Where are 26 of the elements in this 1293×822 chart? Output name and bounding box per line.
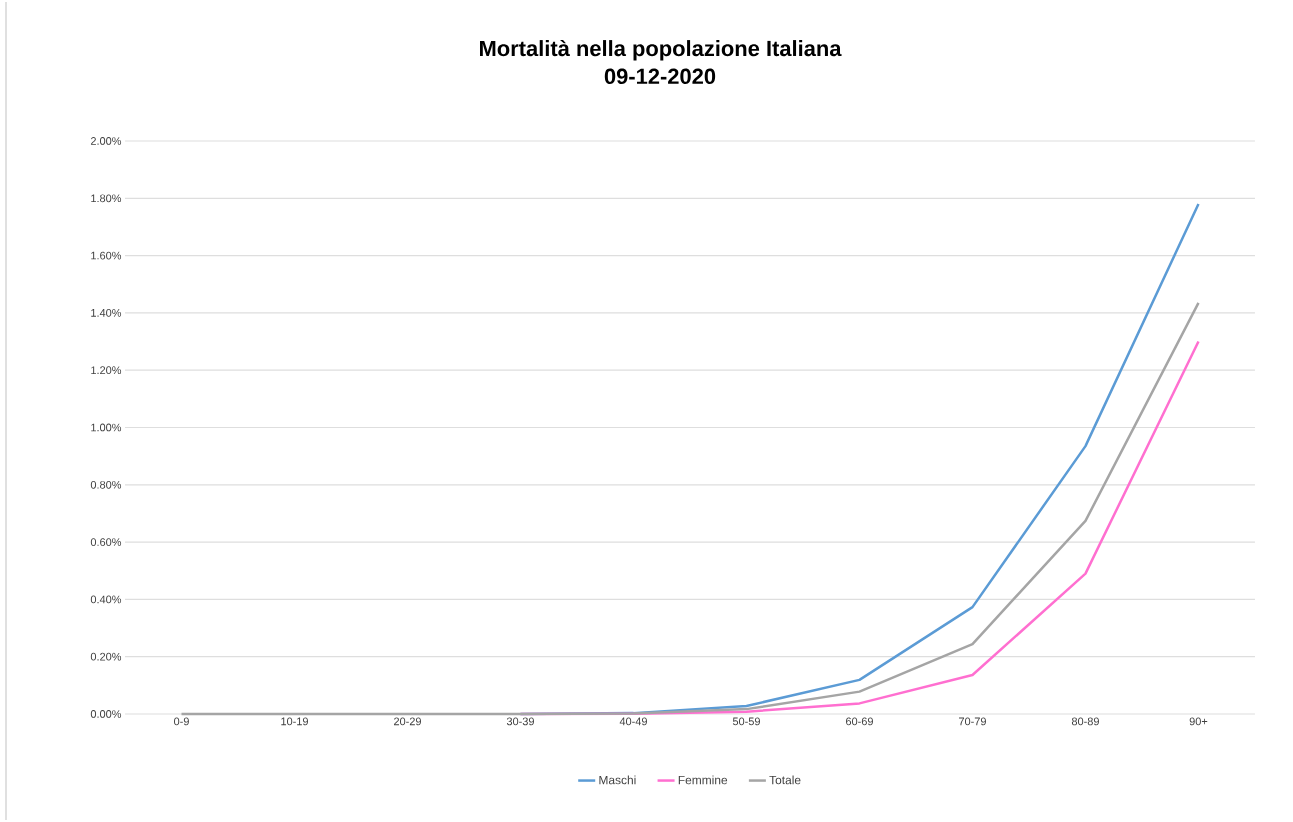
- y-tick-label: 1.40%: [91, 309, 122, 317]
- x-tick-label: 20-29: [394, 717, 421, 726]
- y-tick-label: 1.80%: [91, 194, 122, 203]
- y-tick-label: 1.60%: [91, 251, 122, 260]
- chart-subtitle: 09-12-2020: [604, 68, 716, 85]
- x-tick-label: 40-49: [619, 717, 647, 726]
- x-tick-label: 90+: [1189, 717, 1208, 726]
- y-tick-label: 1.00%: [91, 423, 122, 432]
- y-tick-label: 0.60%: [90, 538, 122, 546]
- x-tick-label: 80-89: [1071, 717, 1099, 726]
- x-tick-label: 0-9: [174, 717, 189, 726]
- y-tick-label: 0.80%: [90, 480, 122, 489]
- y-tick-label: 0.20%: [90, 652, 122, 661]
- legend-label: Maschi: [599, 775, 636, 785]
- x-tick-label: 50-59: [732, 717, 760, 726]
- x-tick-label: 10-19: [281, 717, 308, 726]
- legend-label: Femmine: [678, 775, 728, 785]
- x-tick-label: 60-69: [846, 717, 873, 726]
- y-tick-label: 2.00%: [90, 137, 122, 145]
- y-tick-label: 0.40%: [90, 595, 122, 604]
- chart-title: Mortalità nella popolazione Italiana: [480, 39, 842, 61]
- y-tick-label: 0.00%: [90, 710, 122, 718]
- x-tick-label: 30-39: [506, 717, 534, 726]
- legend-label: Totale: [769, 775, 801, 785]
- x-tick-label: 70-79: [959, 717, 986, 726]
- y-tick-label: 1.20%: [91, 366, 122, 375]
